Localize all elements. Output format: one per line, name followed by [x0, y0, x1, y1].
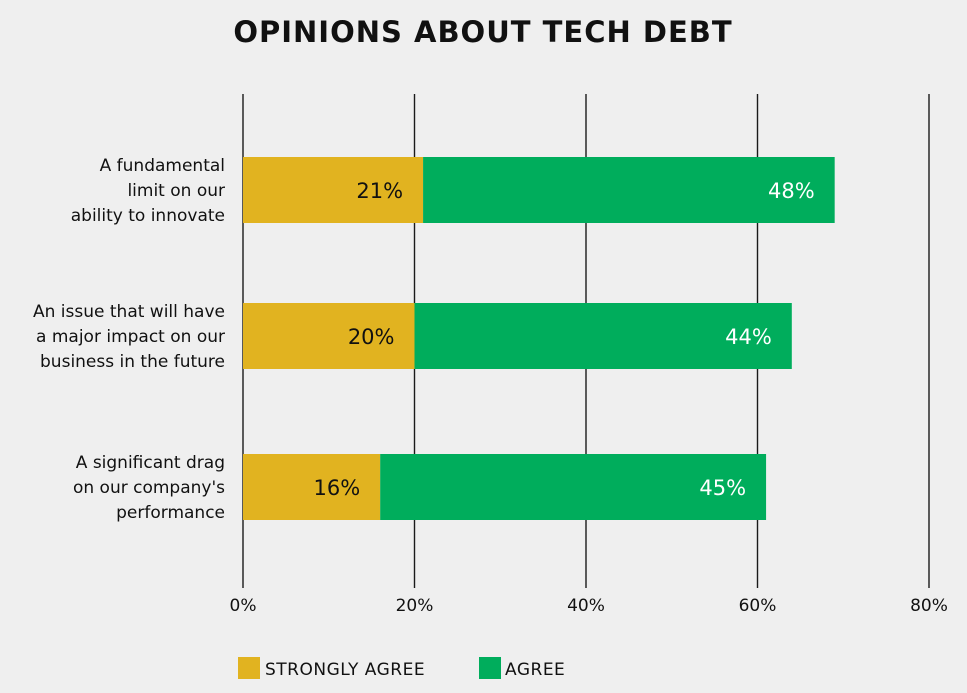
category-label: limit on our: [127, 181, 225, 201]
data-label: 20%: [348, 325, 395, 349]
data-label: 16%: [314, 476, 361, 500]
category-label: A fundamental: [100, 156, 225, 176]
bar-strongly-agree: [243, 157, 424, 223]
bar-strongly-agree: [243, 454, 381, 520]
legend-label: STRONGLY AGREE: [265, 660, 425, 680]
chart-title: OPINIONS ABOUT TECH DEBT: [233, 15, 732, 49]
bar-agree: [380, 454, 767, 520]
legend-swatch: [238, 657, 260, 679]
x-tick-label: 60%: [739, 596, 777, 616]
category-label: performance: [116, 503, 225, 523]
bar-agree: [423, 157, 835, 223]
category-label: An issue that will have: [33, 302, 225, 322]
category-label: ability to innovate: [71, 206, 225, 226]
bar-agree: [414, 303, 792, 369]
legend-label: AGREE: [505, 660, 565, 680]
legend: STRONGLY AGREE AGREE: [238, 657, 565, 680]
data-label: 48%: [768, 179, 815, 203]
x-tick-label: 20%: [396, 596, 434, 616]
data-label: 45%: [699, 476, 746, 500]
legend-swatch: [479, 657, 501, 679]
bars: 21% 48% 20% 44% 16% 45%: [243, 157, 835, 520]
category-label: A significant drag: [76, 453, 225, 473]
category-label: a major impact on our: [36, 327, 225, 347]
x-axis-ticks: 0% 20% 40% 60% 80%: [230, 596, 948, 616]
category-label: business in the future: [40, 352, 225, 372]
data-label: 44%: [725, 325, 772, 349]
category-label: on our company's: [73, 478, 225, 498]
x-tick-label: 0%: [230, 596, 257, 616]
x-tick-label: 80%: [910, 596, 948, 616]
data-label: 21%: [356, 179, 403, 203]
x-tick-label: 40%: [567, 596, 605, 616]
bar-strongly-agree: [243, 303, 415, 369]
category-labels: A fundamental limit on our ability to inno…: [33, 156, 225, 523]
